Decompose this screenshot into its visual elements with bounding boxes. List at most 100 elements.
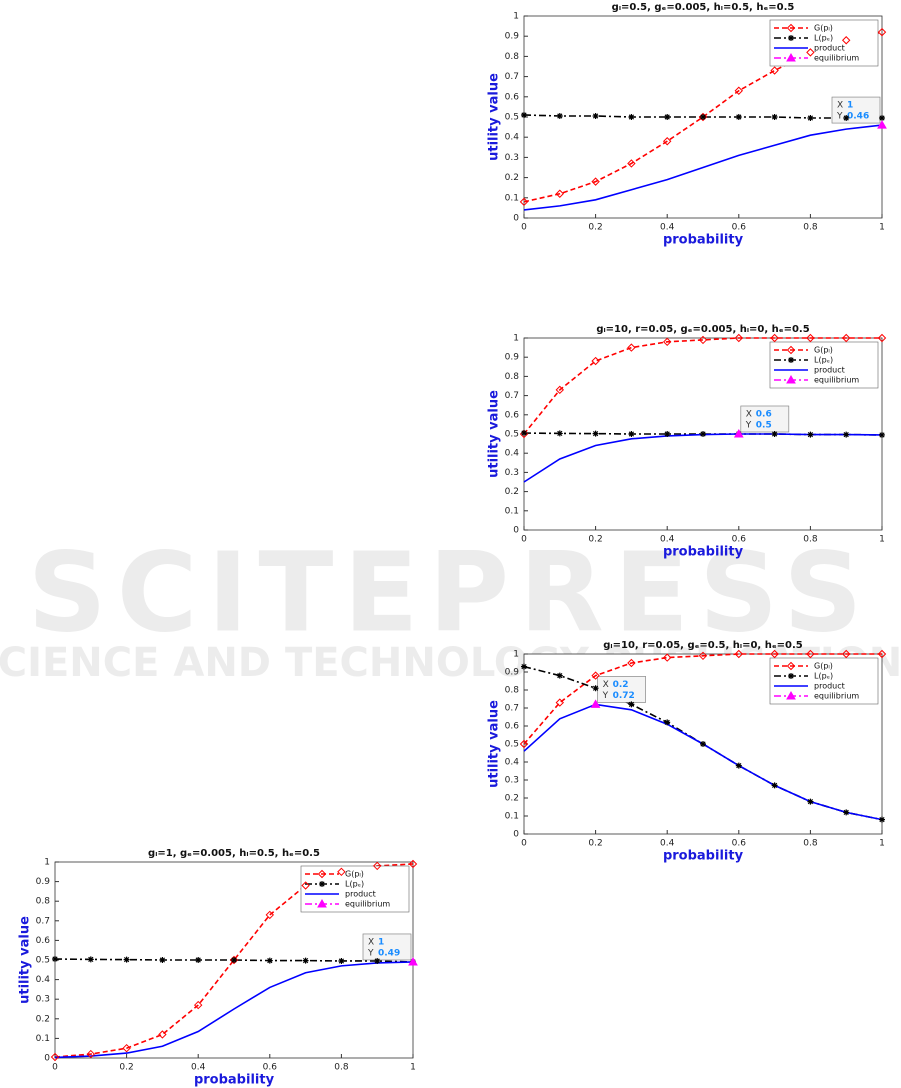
- x-tick-label: 0.8: [803, 535, 818, 545]
- marker: [337, 867, 346, 877]
- y-axis-label: utility value: [487, 700, 502, 788]
- marker: [877, 333, 887, 343]
- marker: [231, 957, 237, 963]
- marker: [122, 1043, 131, 1053]
- y-tick-label: 0.3: [505, 776, 519, 786]
- marker: [770, 333, 779, 343]
- marker: [807, 798, 814, 805]
- marker: [771, 782, 778, 789]
- marker: [843, 431, 850, 438]
- legend-marker: [317, 869, 327, 879]
- y-tick-label: 1: [44, 858, 50, 868]
- datatip-box: [831, 96, 881, 124]
- y-tick-label: 0.7: [505, 704, 519, 714]
- marker: [664, 719, 671, 726]
- y-tick-label: 0.8: [505, 686, 520, 696]
- legend-marker: [788, 673, 794, 679]
- marker: [519, 739, 529, 749]
- marker: [807, 115, 814, 122]
- x-tick-label: 0: [521, 535, 527, 545]
- chart: gₗ=0.5, gₑ=0.005, hₗ=0.5, hₑ=0.5 0 0.2 0.4 0…: [487, 2, 885, 248]
- y-tick-label: 1: [513, 12, 519, 22]
- x-tick-label: 1: [879, 223, 885, 233]
- marker: [843, 809, 850, 816]
- marker: [158, 1030, 167, 1039]
- marker: [879, 431, 885, 438]
- x-tick-label: 0.8: [334, 1063, 349, 1073]
- marker: [556, 430, 563, 437]
- y-tick-label: 0.6: [505, 92, 520, 102]
- marker: [408, 956, 418, 966]
- y-tick-label: 0.1: [36, 1034, 50, 1044]
- datatip-x-label: X: [603, 680, 609, 690]
- y-tick-label: 0.1: [505, 812, 519, 822]
- x-tick-label: 0.2: [588, 839, 602, 849]
- marker: [664, 431, 671, 437]
- y-tick-label: 0: [44, 1054, 50, 1064]
- y-tick-label: 0.6: [36, 936, 51, 946]
- y-axis-label: utility value: [487, 73, 502, 161]
- legend-marker: [788, 357, 794, 363]
- y-tick-label: 0: [513, 526, 519, 536]
- marker: [734, 86, 744, 95]
- y-axis-label: utility value: [487, 390, 502, 478]
- y-tick-label: 0.4: [36, 975, 51, 985]
- y-tick-label: 0.3: [505, 468, 519, 478]
- datatip-y-label: Y: [367, 948, 374, 958]
- marker: [733, 428, 744, 438]
- marker: [877, 120, 887, 129]
- marker: [52, 956, 58, 963]
- legend-marker: [786, 690, 796, 700]
- marker: [806, 333, 815, 343]
- x-tick-label: 0.4: [191, 1063, 206, 1073]
- x-axis-label: probability: [663, 849, 744, 864]
- chart: gₗ=10, r=0.05, gₑ=0.5, hₗ=0, hₑ=0.5 0 0.2 0…: [487, 640, 885, 864]
- y-tick-label: 0.5: [505, 113, 519, 123]
- marker: [664, 114, 671, 120]
- marker: [229, 955, 239, 965]
- marker: [879, 115, 885, 122]
- y-tick-label: 1: [513, 650, 519, 660]
- chart-title: gₗ=0.5, gₑ=0.005, hₗ=0.5, hₑ=0.5: [612, 2, 795, 13]
- marker: [770, 66, 779, 75]
- x-tick-label: 0.8: [803, 223, 818, 233]
- marker: [193, 1000, 203, 1010]
- marker: [628, 431, 635, 437]
- y-tick-label: 0.1: [505, 506, 519, 516]
- marker: [734, 333, 744, 343]
- marker: [87, 956, 94, 963]
- y-tick-label: 0.8: [505, 372, 520, 382]
- legend-label: L(pₑ): [814, 34, 833, 43]
- x-tick-label: 0.4: [660, 535, 675, 545]
- marker: [807, 431, 814, 438]
- y-tick-label: 0.2: [505, 487, 519, 497]
- marker: [771, 114, 778, 120]
- datatip-y-label: Y: [836, 112, 843, 122]
- marker: [877, 27, 887, 37]
- x-tick-label: 1: [879, 839, 885, 849]
- y-tick-label: 0.6: [505, 722, 520, 732]
- y-axis-label: utility value: [18, 916, 33, 1004]
- y-tick-label: 0.2: [36, 1014, 50, 1024]
- x-tick-label: 0.8: [803, 839, 818, 849]
- datatip-x-label: X: [368, 937, 374, 947]
- marker: [521, 430, 527, 437]
- marker: [698, 651, 708, 661]
- y-tick-label: 0.6: [505, 410, 520, 420]
- marker: [302, 957, 309, 964]
- marker: [591, 356, 600, 366]
- legend-marker: [786, 52, 796, 62]
- x-tick-label: 0.6: [732, 223, 747, 233]
- y-tick-label: 0.9: [36, 877, 51, 887]
- legend-label: product: [814, 682, 845, 691]
- chart-title: gₗ=10, r=0.05, gₑ=0.5, hₗ=0, hₑ=0.5: [603, 640, 802, 651]
- datatip-y-value: 0.49: [378, 948, 400, 958]
- datatip-y-label: Y: [602, 691, 609, 701]
- x-tick-label: 0: [521, 839, 527, 849]
- marker: [698, 112, 708, 122]
- y-tick-label: 0.5: [505, 430, 519, 440]
- marker: [519, 197, 529, 207]
- marker: [592, 112, 599, 119]
- datatip-box: [597, 676, 646, 703]
- y-tick-label: 0.9: [505, 32, 520, 42]
